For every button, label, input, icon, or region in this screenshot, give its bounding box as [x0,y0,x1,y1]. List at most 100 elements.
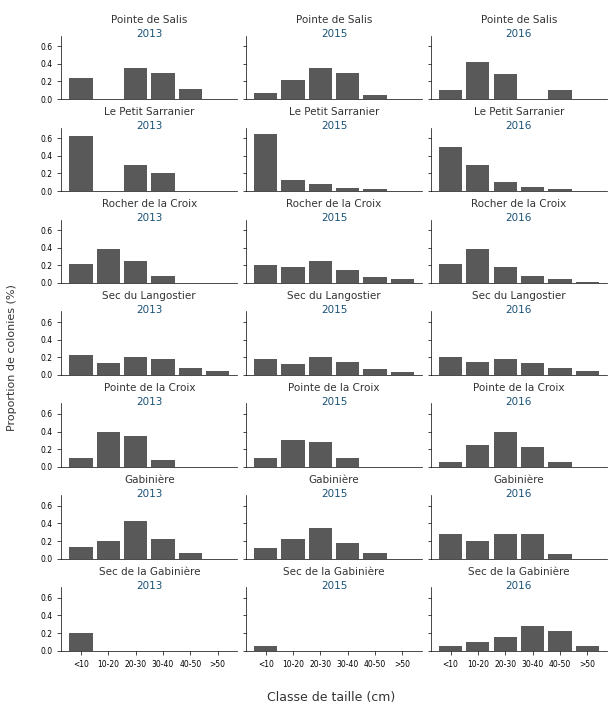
Text: Pointe de Salis: Pointe de Salis [111,15,188,25]
Bar [439,264,462,283]
Bar [281,539,305,558]
Text: 2016: 2016 [506,29,532,39]
Bar [151,174,175,191]
Text: 2015: 2015 [321,489,348,499]
Bar [548,461,571,467]
Text: 2016: 2016 [506,581,532,591]
Bar [439,534,462,558]
Bar [309,68,332,99]
Text: Pointe de la Croix: Pointe de la Croix [288,383,380,393]
Bar [439,358,462,375]
Bar [309,261,332,283]
Bar [97,363,120,375]
Text: 2016: 2016 [506,305,532,315]
Bar [364,94,387,99]
Text: Pointe de Salis: Pointe de Salis [296,15,372,25]
Bar [364,553,387,558]
Bar [151,276,175,283]
Text: 2013: 2013 [136,213,162,223]
Text: Gabinière: Gabinière [493,475,544,485]
Bar [466,164,489,191]
Bar [548,280,571,283]
Bar [179,368,202,375]
Bar [254,265,277,283]
Bar [521,534,544,558]
Bar [69,78,93,99]
Text: Gabinière: Gabinière [309,475,359,485]
Bar [336,73,359,99]
Bar [576,371,599,375]
Bar [493,638,517,651]
Bar [336,543,359,558]
Text: 2013: 2013 [136,581,162,591]
Bar [336,458,359,467]
Text: Sec du Langostier: Sec du Langostier [472,291,566,301]
Bar [466,362,489,375]
Bar [124,68,147,99]
Bar [179,553,202,558]
Bar [206,371,229,375]
Bar [493,74,517,99]
Bar [281,179,305,191]
Text: Sec du Langostier: Sec du Langostier [287,291,381,301]
Text: 2015: 2015 [321,213,348,223]
Bar [576,646,599,651]
Bar [69,547,93,558]
Bar [281,365,305,375]
Bar [309,442,332,467]
Text: Sec du Langostier: Sec du Langostier [102,291,196,301]
Text: Pointe de Salis: Pointe de Salis [481,15,557,25]
Text: Le Petit Sarranier: Le Petit Sarranier [289,107,379,117]
Bar [548,189,571,191]
Bar [439,646,462,651]
Text: Classe de taille (cm): Classe de taille (cm) [267,691,395,704]
Bar [69,458,93,467]
Bar [521,448,544,467]
Text: Rocher de la Croix: Rocher de la Croix [471,199,566,209]
Text: Rocher de la Croix: Rocher de la Croix [102,199,197,209]
Bar [254,458,277,467]
Text: Sec de la Gabinière: Sec de la Gabinière [468,566,569,576]
Text: 2013: 2013 [136,29,162,39]
Bar [548,368,571,375]
Bar [124,164,147,191]
Bar [97,541,120,558]
Text: Rocher de la Croix: Rocher de la Croix [286,199,382,209]
Bar [254,93,277,99]
Bar [391,280,414,283]
Text: Proportion de colonies (%): Proportion de colonies (%) [7,284,17,431]
Text: 2016: 2016 [506,489,532,499]
Bar [493,432,517,467]
Bar [309,358,332,375]
Text: 2016: 2016 [506,121,532,131]
Bar [336,362,359,375]
Bar [364,277,387,283]
Bar [548,554,571,558]
Text: Le Petit Sarranier: Le Petit Sarranier [474,107,564,117]
Bar [548,631,571,651]
Bar [548,90,571,99]
Text: 2013: 2013 [136,121,162,131]
Bar [364,189,387,191]
Bar [69,633,93,651]
Bar [521,276,544,283]
Bar [151,359,175,375]
Bar [124,358,147,375]
Text: 2013: 2013 [136,397,162,407]
Bar [281,79,305,99]
Bar [254,548,277,558]
Bar [151,73,175,99]
Bar [254,134,277,191]
Text: 2015: 2015 [321,581,348,591]
Text: 2013: 2013 [136,305,162,315]
Bar [336,188,359,191]
Bar [466,541,489,558]
Bar [309,184,332,191]
Text: Pointe de la Croix: Pointe de la Croix [104,383,195,393]
Bar [439,147,462,191]
Bar [493,534,517,558]
Bar [69,264,93,283]
Bar [466,445,489,467]
Bar [521,363,544,375]
Bar [69,355,93,375]
